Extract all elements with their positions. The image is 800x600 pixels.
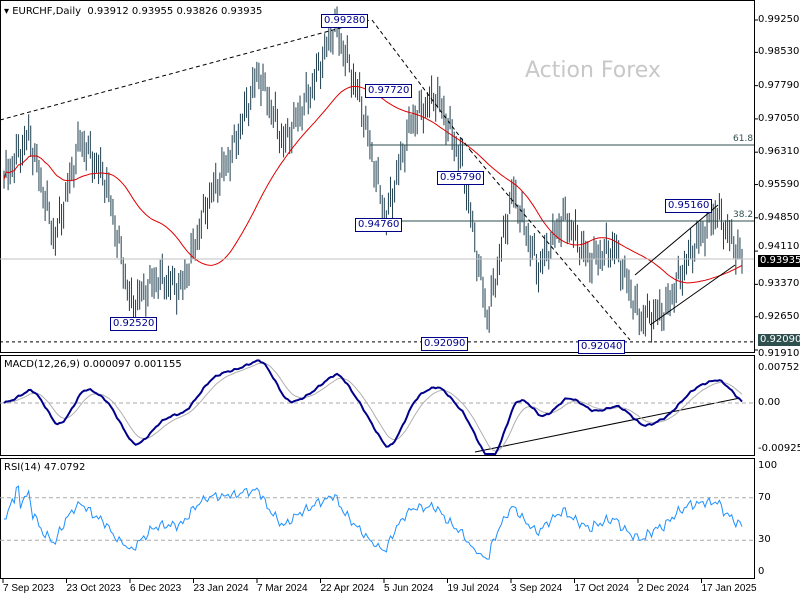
price-pane <box>0 0 755 353</box>
date-label: 7 Mar 2024 <box>257 583 308 594</box>
trend-line <box>474 397 741 453</box>
date-label: 23 Oct 2023 <box>66 583 121 594</box>
rsi-axis-label: 100 <box>758 460 778 471</box>
macd-axis-label: 0.007526 <box>758 362 800 373</box>
trend-line <box>0 19 371 121</box>
date-label: 22 Apr 2024 <box>320 583 375 594</box>
trend-line <box>469 149 631 341</box>
macd-signal-line <box>3 362 743 452</box>
date-label: 7 Sep 2023 <box>3 583 55 594</box>
price-axis-label: 0.99250 <box>758 14 800 25</box>
macd-axis-label: -0.009252 <box>758 443 800 454</box>
rsi-pane <box>0 458 755 579</box>
rsi-axis-label: 70 <box>758 491 771 503</box>
price-annotation: 0.95160 <box>665 199 713 213</box>
rsi-axis-label: 0 <box>758 566 765 577</box>
trend-line <box>649 264 736 326</box>
ohlc: 0.93912 0.93955 0.93826 0.93935 <box>87 6 263 17</box>
price-axis-label: 0.94110 <box>758 241 800 253</box>
price-axis-label: 0.97790 <box>758 79 800 91</box>
price-axis-label: 0.97050 <box>758 112 800 124</box>
support-badge: 0.92090 <box>758 334 800 346</box>
date-label: 19 Jul 2024 <box>447 583 500 594</box>
macd-pane <box>0 355 755 456</box>
price-annotation: 0.92090 <box>421 337 469 351</box>
date-label: 5 Jun 2024 <box>384 583 434 594</box>
symbol: EURCHF,Daily <box>12 6 82 17</box>
price-annotation: 0.99280 <box>321 14 369 28</box>
price-axis-label: 0.95590 <box>758 178 800 190</box>
date-label: 17 Jan 2025 <box>701 583 757 594</box>
chart-header: ▾ EURCHF,Daily 0.93912 0.93955 0.93826 0… <box>4 6 263 17</box>
current-price-badge: 0.93935 <box>758 255 800 267</box>
price-annotation: 0.92520 <box>110 317 158 331</box>
rsi-axis-label: 30 <box>758 534 771 546</box>
date-label: 3 Sep 2024 <box>511 583 563 594</box>
price-annotation: 0.95790 <box>437 171 485 185</box>
price-axis-label: 0.91910 <box>758 348 800 359</box>
price-axis-label: 0.98530 <box>758 46 800 58</box>
date-label: 17 Oct 2024 <box>574 583 629 594</box>
date-label: 6 Dec 2023 <box>130 583 182 594</box>
macd-label: MACD(12,26,9) 0.000097 0.001155 <box>4 359 182 370</box>
macd-axis-label: 0.00 <box>758 397 781 408</box>
date-label: 2 Dec 2024 <box>638 583 690 594</box>
moving-average-line <box>3 85 743 284</box>
date-label: 23 Jan 2024 <box>193 583 249 594</box>
price-axis-label: 0.96310 <box>758 146 800 158</box>
fib-382-label: 38.2 <box>733 210 754 220</box>
rsi-label: RSI(14) 47.0792 <box>4 462 86 473</box>
watermark: Action Forex <box>525 58 661 83</box>
price-axis-label: 0.92650 <box>758 310 800 322</box>
fib-618-label: 61.8 <box>733 134 754 144</box>
trend-line <box>371 19 471 151</box>
macd-line <box>3 359 743 455</box>
price-axis-label: 0.94850 <box>758 211 800 223</box>
rsi-line <box>4 485 743 560</box>
price-annotation: 0.94760 <box>355 218 403 232</box>
trend-line <box>634 204 719 276</box>
price-annotation: 0.97720 <box>365 84 413 98</box>
price-annotation: 0.92040 <box>578 340 626 354</box>
price-axis-label: 0.93370 <box>758 278 800 290</box>
